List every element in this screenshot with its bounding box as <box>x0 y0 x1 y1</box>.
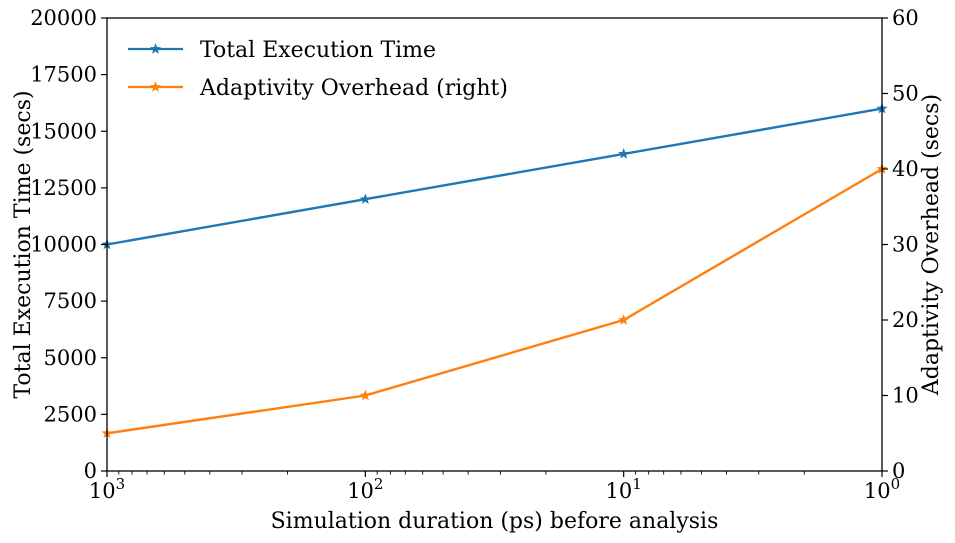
y-tick-label: 5000 <box>44 346 97 370</box>
x-axis-label: Simulation duration (ps) before analysis <box>271 509 719 534</box>
y-tick-label: 15000 <box>30 119 97 143</box>
legend-marker-total-execution-time <box>149 43 162 54</box>
legend-label-adaptivity-overhead: Adaptivity Overhead (right) <box>199 76 508 101</box>
y-tick-label: 12500 <box>30 176 97 200</box>
y-tick-label: 10000 <box>30 233 97 257</box>
x-tick-label: 103 <box>89 475 125 503</box>
data-point-total-execution-time <box>618 148 630 159</box>
y2-tick-label: 20 <box>892 308 919 332</box>
x-tick-label: 100 <box>864 475 900 503</box>
legend-label-total-execution-time: Total Execution Time <box>200 38 436 63</box>
y-tick-label: 0 <box>84 459 97 483</box>
series-line-adaptivity-overhead <box>106 167 883 435</box>
legend: Total Execution Time Adaptivity Overhead… <box>128 38 508 101</box>
y-tick-label: 20000 <box>30 6 97 30</box>
data-point-adaptivity-overhead <box>359 389 371 401</box>
y2-tick-label: 0 <box>892 459 905 483</box>
y-tick-label: 17500 <box>30 63 97 87</box>
series-layer <box>101 102 888 438</box>
y2-axis-label: Adaptivity Overhead (secs) <box>919 94 944 396</box>
y2-tick-label: 60 <box>892 6 919 30</box>
y-tick-label: 2500 <box>44 402 97 426</box>
x-tick-label: 102 <box>347 475 383 503</box>
y2-tick-label: 30 <box>892 233 919 257</box>
series-line-total-execution-time <box>106 107 883 246</box>
y-tick-label: 7500 <box>44 289 97 313</box>
data-point-adaptivity-overhead <box>618 314 630 325</box>
y2-tick-label: 40 <box>892 157 919 181</box>
y2-tick-label: 50 <box>892 82 919 106</box>
y-axis-label: Total Execution Time (secs) <box>11 90 36 398</box>
legend-marker-adaptivity-overhead <box>149 81 162 92</box>
x-tick-label: 101 <box>606 475 642 503</box>
data-point-total-execution-time <box>359 193 371 204</box>
ticks-layer: 0250050007500100001250015000175002000001… <box>30 6 919 503</box>
y2-tick-label: 10 <box>892 384 919 408</box>
